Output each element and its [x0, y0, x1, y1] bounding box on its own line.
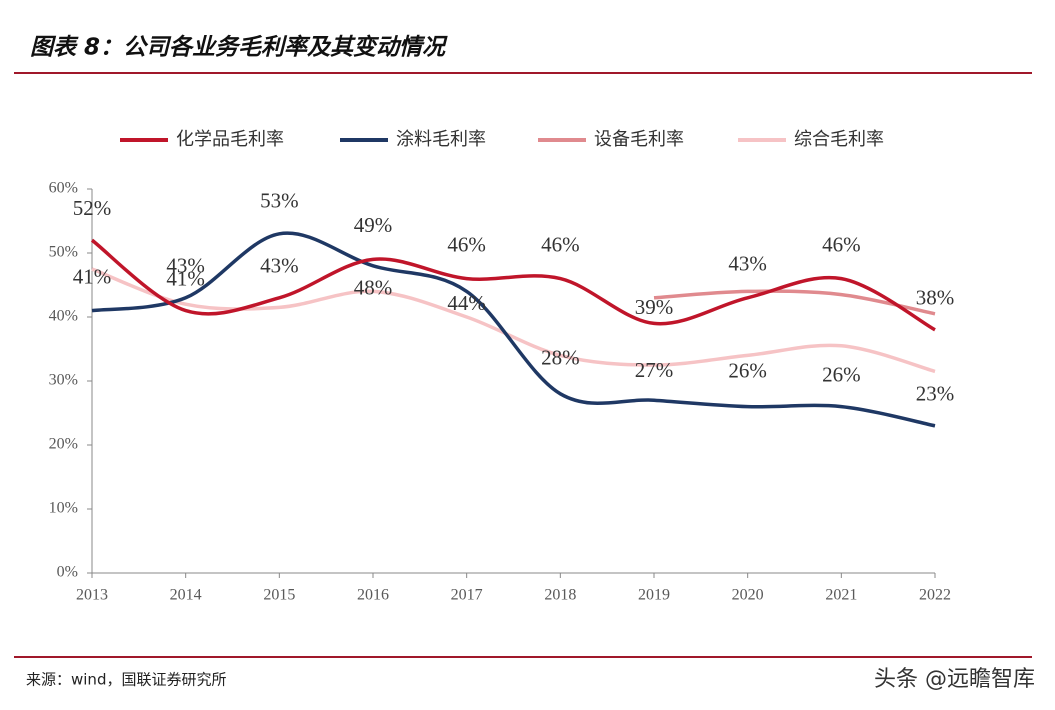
data-label: 27%	[635, 358, 674, 382]
legend-label: 化学品毛利率	[176, 129, 284, 150]
data-label: 43%	[260, 254, 299, 278]
data-label: 43%	[728, 252, 767, 276]
y-tick-label: 40%	[49, 308, 78, 325]
series-line	[91, 231, 936, 428]
legend-label: 设备毛利率	[594, 129, 684, 150]
x-tick-label: 2017	[451, 587, 483, 604]
data-label: 46%	[447, 232, 486, 256]
x-tick-label: 2018	[544, 587, 576, 604]
legend-label: 综合毛利率	[794, 129, 884, 150]
source: 来源：wind，国联证券研究所	[26, 671, 226, 689]
y-tick-label: 0%	[57, 564, 78, 581]
data-label: 28%	[541, 346, 580, 370]
data-label: 44%	[447, 291, 486, 315]
y-tick-label: 10%	[49, 500, 78, 517]
x-tick-label: 2020	[732, 587, 764, 604]
chart-title: 图表 8：公司各业务毛利率及其变动情况	[30, 34, 448, 61]
x-tick-label: 2021	[825, 587, 857, 604]
data-label: 38%	[916, 286, 955, 310]
series-line	[91, 267, 936, 374]
data-label: 53%	[260, 189, 299, 213]
y-tick-label: 20%	[49, 436, 78, 453]
data-label: 48%	[354, 276, 393, 300]
x-tick-label: 2019	[638, 587, 670, 604]
series-line	[90, 238, 936, 332]
legend-label: 涂料毛利率	[396, 129, 486, 150]
data-label: 43%	[166, 254, 205, 278]
x-tick-label: 2015	[263, 587, 295, 604]
x-tick-label: 2014	[170, 587, 202, 604]
y-tick-label: 60%	[49, 180, 78, 197]
watermark: 头条 @远瞻智库	[874, 667, 1035, 692]
data-label: 46%	[541, 232, 580, 256]
y-tick-label: 30%	[49, 372, 78, 389]
data-label: 23%	[916, 382, 955, 406]
x-tick-label: 2016	[357, 587, 389, 604]
data-label: 52%	[73, 196, 112, 220]
x-tick-label: 2013	[76, 587, 108, 604]
data-label: 49%	[354, 213, 393, 237]
data-label: 39%	[635, 295, 674, 319]
y-tick-label: 50%	[49, 244, 78, 261]
data-label: 26%	[822, 362, 861, 386]
data-label: 41%	[166, 266, 205, 290]
data-label: 41%	[73, 264, 112, 288]
data-label: 26%	[728, 358, 767, 382]
data-label: 46%	[822, 232, 861, 256]
x-tick-label: 2022	[919, 587, 951, 604]
